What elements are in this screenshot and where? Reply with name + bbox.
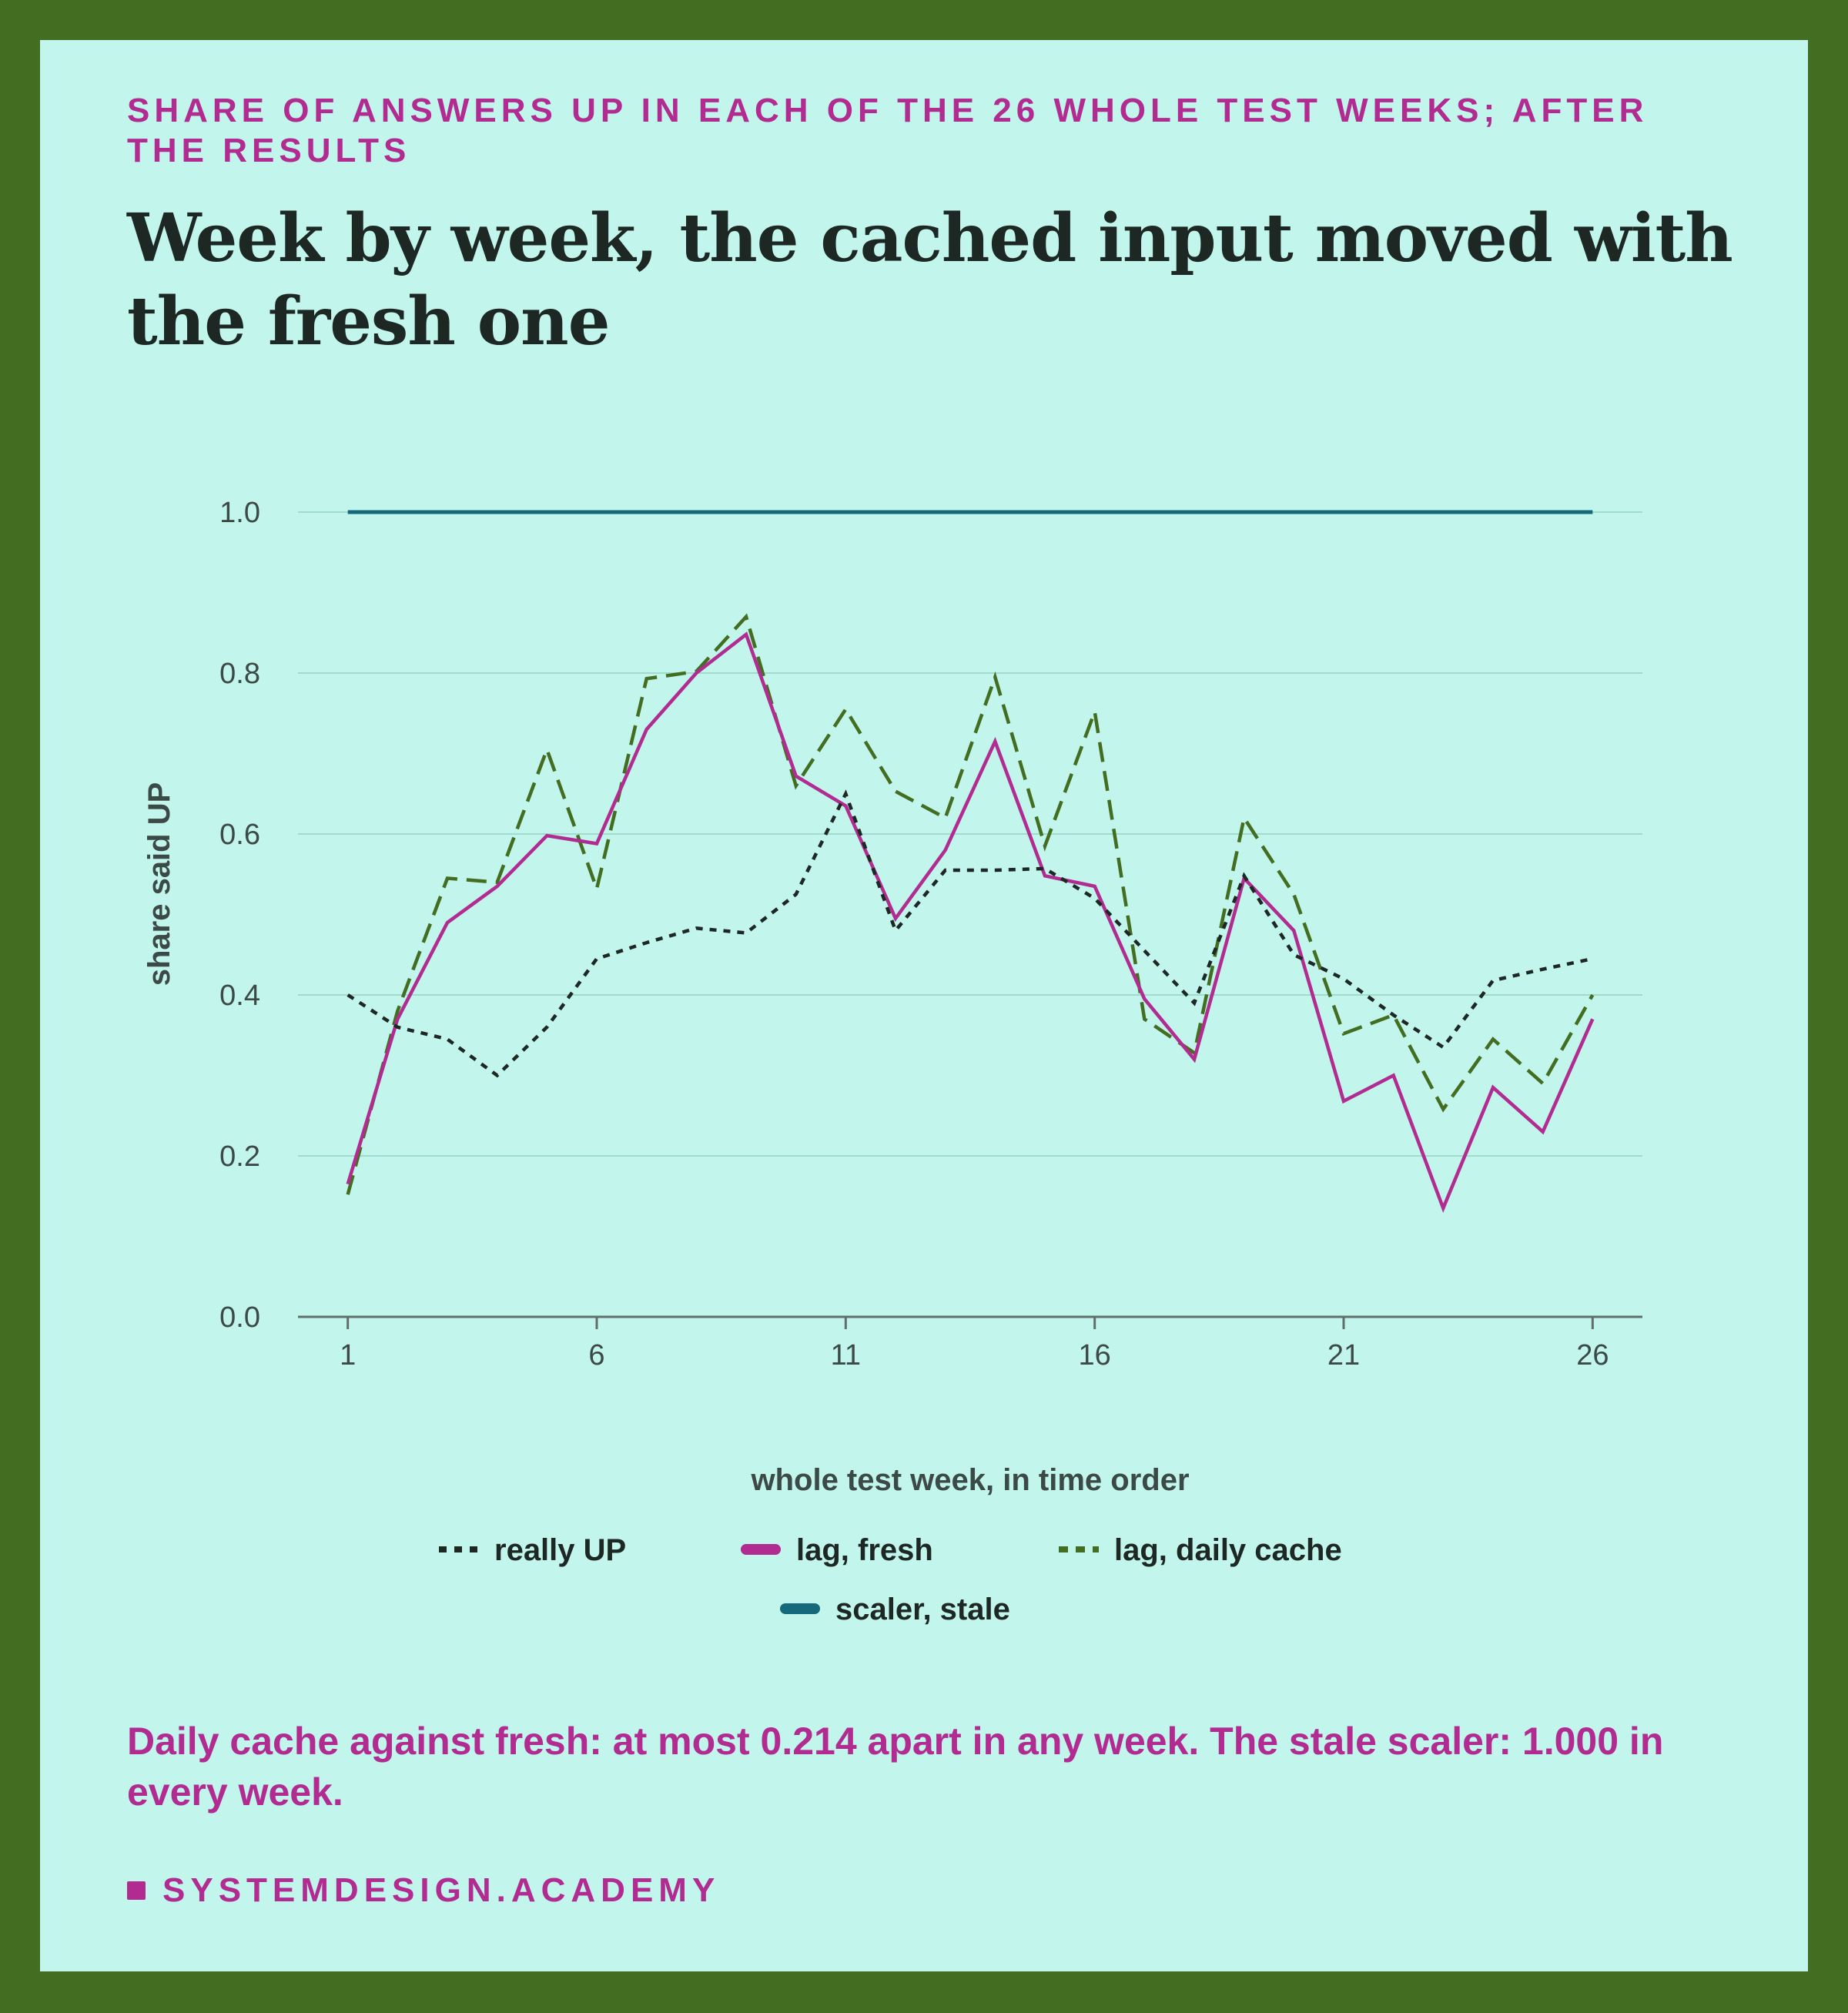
brand-name: SYSTEMDESIGN.ACADEMY [162, 1871, 721, 1909]
brand-footer: SYSTEMDESIGN.ACADEMY [127, 1871, 720, 1910]
brand-square-icon [127, 1881, 146, 1900]
chart-note: Daily cache against fresh: at most 0.214… [127, 1720, 1664, 1814]
chart-kicker: SHARE OF ANSWERS UP IN EACH OF THE 26 WH… [127, 92, 1649, 169]
chart-title: Week by week, the cached input moved wit… [127, 199, 1733, 360]
